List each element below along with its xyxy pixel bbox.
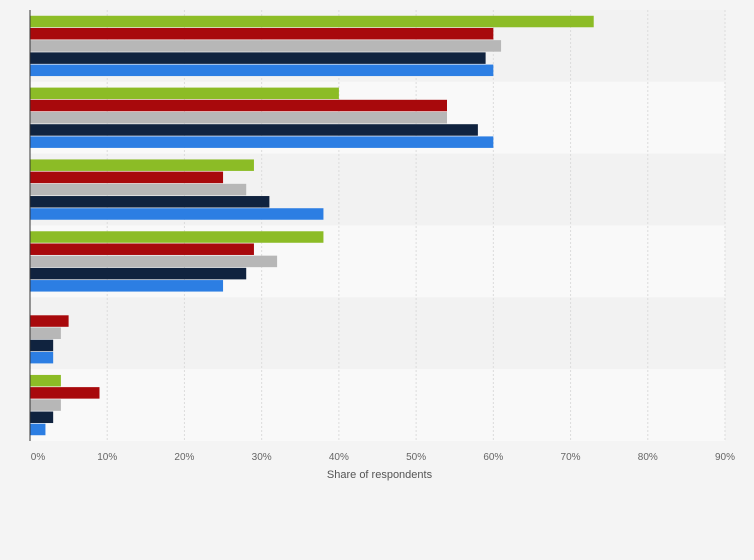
bar <box>30 40 502 52</box>
x-tick-label: 10% <box>97 452 117 463</box>
x-tick-labels: 0% 10% 20% 30% 40% 50% 60% 70% 80% 90% <box>31 452 735 463</box>
bar-marks <box>30 15 594 436</box>
bar <box>30 399 61 411</box>
bar <box>30 351 54 364</box>
bar <box>30 267 247 280</box>
x-tick-label: 30% <box>252 452 272 463</box>
bar <box>30 231 324 243</box>
x-tick-label: 50% <box>406 452 426 463</box>
bar <box>30 112 447 124</box>
bar <box>30 255 278 268</box>
bar <box>30 136 494 148</box>
x-tick-label: 80% <box>638 452 658 463</box>
bar <box>30 171 224 184</box>
x-tick-label: 70% <box>561 452 581 463</box>
category-band <box>30 297 725 370</box>
bar <box>30 208 324 220</box>
x-tick-label: 0% <box>31 452 46 463</box>
x-tick-label: 60% <box>483 452 503 463</box>
bar <box>30 315 69 327</box>
bar <box>30 387 100 399</box>
bar <box>30 27 494 40</box>
x-tick-label: 40% <box>329 452 349 463</box>
bar <box>30 15 594 28</box>
bar <box>30 411 54 424</box>
bar <box>30 183 247 196</box>
x-tick-label: 20% <box>174 452 194 463</box>
bar <box>30 339 54 352</box>
bar <box>30 99 447 112</box>
bar <box>30 280 224 292</box>
bar <box>30 374 61 387</box>
x-axis-title: Share of respondents <box>327 469 433 481</box>
bar <box>30 87 339 100</box>
bar <box>30 327 61 339</box>
bar <box>30 243 254 255</box>
category-bands <box>30 10 725 441</box>
x-tick-label: 90% <box>715 452 735 463</box>
bar <box>30 124 478 136</box>
bar <box>30 64 494 77</box>
bar <box>30 52 486 64</box>
bar <box>30 423 46 436</box>
category-band <box>30 369 725 441</box>
bar <box>30 196 270 208</box>
bar <box>30 159 254 171</box>
